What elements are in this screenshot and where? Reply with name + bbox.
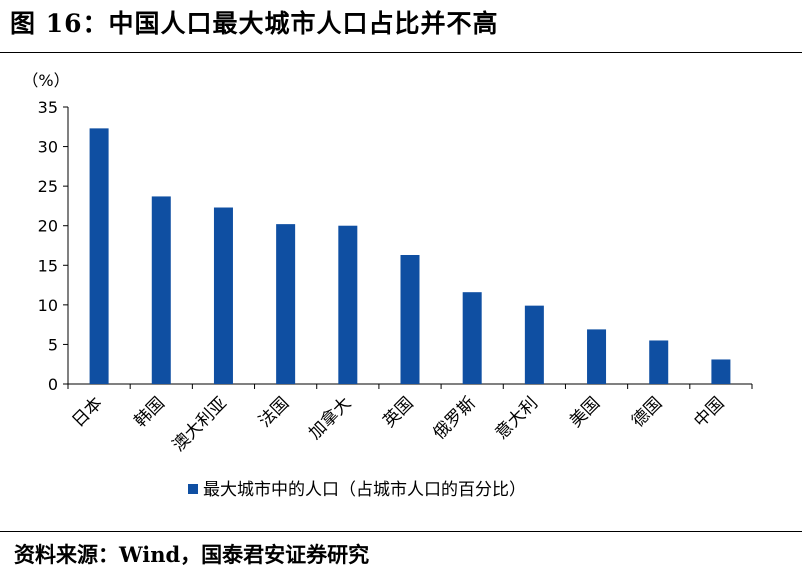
category-label: 俄罗斯 (430, 393, 480, 443)
category-label: 德国 (628, 393, 666, 431)
bottom-rule (0, 531, 802, 532)
category-label: 日本 (68, 393, 106, 431)
y-tick-label: 10 (38, 296, 58, 315)
bar-8 (524, 305, 544, 384)
category-label: 英国 (379, 393, 417, 431)
category-label: 法国 (255, 393, 293, 431)
y-tick-label: 5 (48, 335, 58, 354)
figure-title: 图 16：中国人口最大城市人口占比并不高 (10, 9, 499, 38)
bar-chart: 0 5 10 15 20 25 30 35 （%） 日本 韩国 澳大利亚 法国 加拿大 英国 俄罗斯 意大利美… (22, 71, 753, 500)
bars (89, 128, 731, 384)
bar-1 (89, 128, 109, 384)
category-label: 加拿大 (304, 393, 355, 444)
bar-5 (338, 225, 358, 384)
y-tick-label: 25 (38, 177, 58, 196)
legend: 最大城市中的人口（占城市人口的百分比） (188, 480, 526, 500)
bar-6 (400, 254, 420, 384)
bar-11 (711, 359, 731, 384)
category-label: 意大利 (492, 393, 542, 443)
bar-10 (649, 340, 669, 384)
category-label: 中国 (690, 393, 728, 431)
y-axis: 0 5 10 15 20 25 30 35 （%） (22, 71, 69, 394)
category-label: 美国 (566, 393, 604, 431)
y-tick-label: 30 (38, 138, 58, 157)
category-label: 澳大利亚 (169, 393, 231, 455)
top-rule (0, 52, 802, 53)
bar-2 (151, 196, 171, 384)
x-axis (67, 383, 753, 389)
y-tick-label: 15 (38, 256, 58, 275)
y-unit-label: （%） (22, 71, 69, 90)
y-tick-label: 0 (48, 375, 58, 394)
bar-7 (462, 292, 482, 384)
bar-4 (276, 224, 296, 384)
source-note: 资料来源：Wind，国泰君安证券研究 (14, 542, 370, 567)
category-label: 韩国 (131, 393, 169, 431)
bar-9 (587, 329, 607, 384)
y-tick-label: 35 (38, 98, 58, 117)
y-tick-label: 20 (38, 217, 58, 236)
bar-3 (213, 207, 233, 384)
legend-label: 最大城市中的人口（占城市人口的百分比） (203, 480, 526, 500)
legend-swatch (188, 484, 198, 494)
category-labels: 日本 韩国 澳大利亚 法国 加拿大 英国 俄罗斯 意大利 美国 德国 中国 (68, 393, 728, 456)
